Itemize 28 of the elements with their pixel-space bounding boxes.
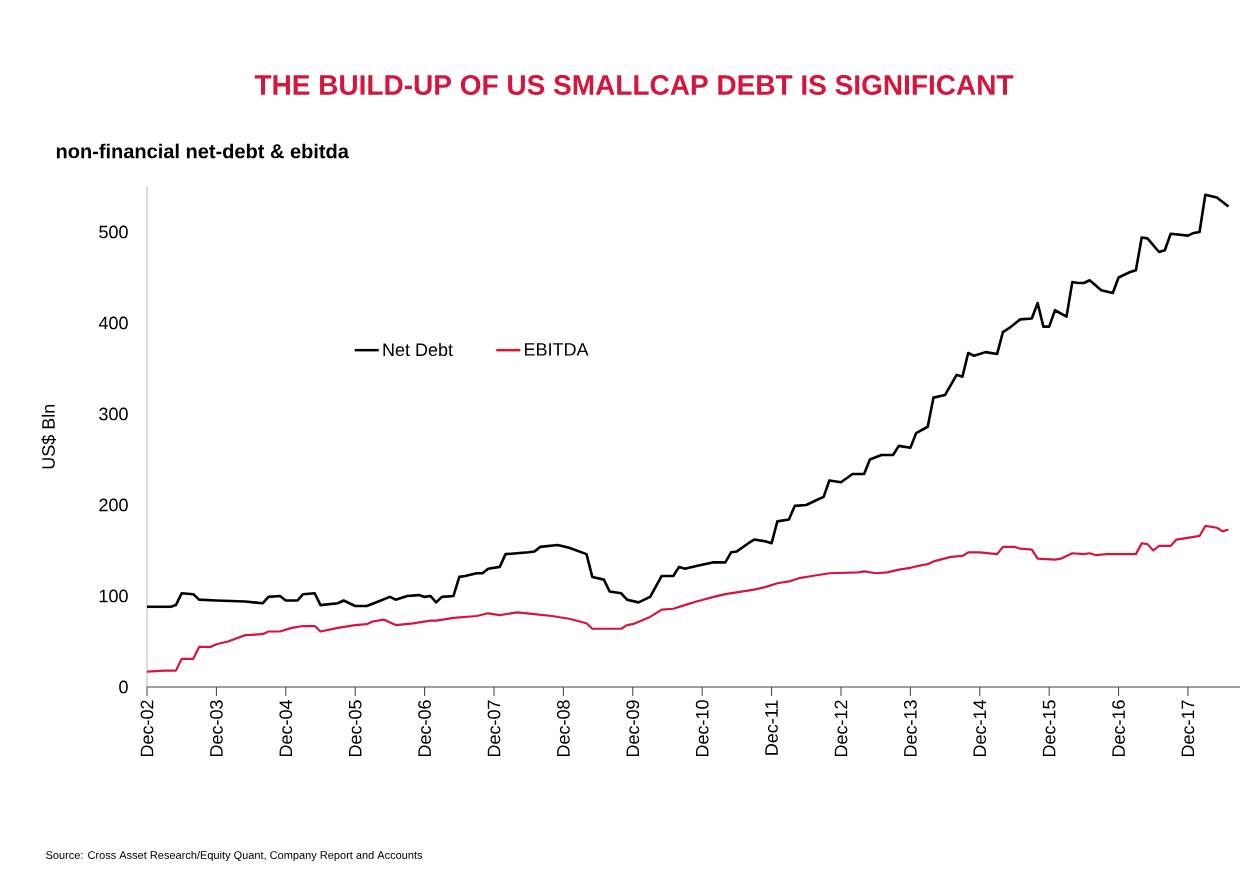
chart-title: THE BUILD-UP OF US SMALLCAP DEBT IS SIGNIFICANT <box>254 75 1014 95</box>
x-tick-label: Dec-06 <box>418 700 431 757</box>
chart-subtitle: non-financial net-debt & ebitda <box>56 143 349 159</box>
x-tick-label: Dec-15 <box>1042 700 1056 757</box>
y-tick-label: 0 <box>119 680 128 694</box>
x-tick-label: Dec-13 <box>903 700 917 757</box>
y-tick-label: 400 <box>98 316 128 330</box>
x-tick-label: Dec-09 <box>626 700 640 757</box>
legend-label: Net Debt <box>383 342 453 357</box>
x-tick-label: Dec-07 <box>487 700 501 757</box>
source-note: Source: Cross Asset Research/Equity Quant, Company Report and Accounts <box>46 850 423 862</box>
y-tick-label: 500 <box>99 225 128 239</box>
y-tick-label: 300 <box>99 407 128 421</box>
x-tick-label: Dec-11 <box>765 700 778 755</box>
x-tick-label: Dec-05 <box>348 700 362 757</box>
x-tick-label: Dec-04 <box>279 700 293 757</box>
x-tick-label: Dec-10 <box>695 700 709 757</box>
x-tick-label: Dec-12 <box>834 700 848 757</box>
y-tick-label: 100 <box>99 589 128 603</box>
x-tick-label: Dec-17 <box>1181 700 1195 757</box>
y-axis-title: US$ Bln <box>41 404 56 469</box>
x-tick-label: Dec-16 <box>1112 700 1125 757</box>
legend-label: EBITDA <box>525 343 589 356</box>
x-tick-label: Dec-03 <box>210 700 223 757</box>
y-tick-label: 200 <box>99 498 128 512</box>
x-tick-label: Dec-14 <box>973 700 987 757</box>
x-tick-label: Dec-02 <box>140 700 154 757</box>
x-tick-label: Dec-08 <box>557 700 570 757</box>
